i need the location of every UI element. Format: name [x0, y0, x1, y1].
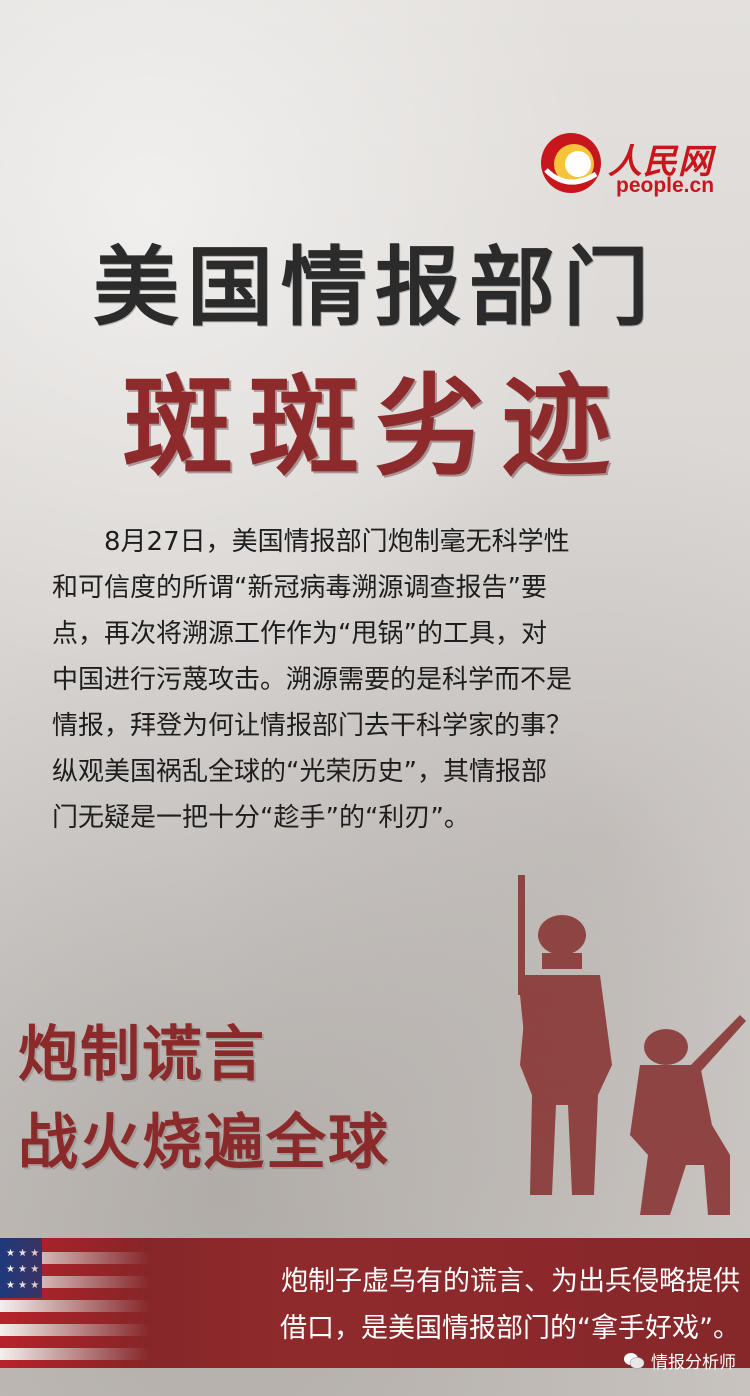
body-line: 纵观美国祸乱全球的“光荣历史”，其情报部: [52, 757, 547, 787]
watermark-text: 情报分析师: [651, 1353, 736, 1373]
banner-line-2: 借口，是美国情报部门的“拿手好戏”。: [280, 1313, 740, 1344]
body-line: 点，再次将溯源工作作为“甩锅”的工具，对: [52, 619, 547, 649]
svg-text:★ ★ ★: ★ ★ ★: [6, 1280, 39, 1291]
wechat-watermark: 情报分析师: [623, 1348, 736, 1373]
body-line: 情报，拜登为何让情报部门去干科学家的事？: [52, 711, 573, 741]
slogan-line-1: 炮制谎言: [18, 1020, 266, 1090]
body-line: 门无疑是一把十分“趁手”的“利刃”。: [52, 803, 470, 833]
body-line: 中国进行污蔑攻击。溯源需要的是科学而不是: [52, 665, 573, 695]
people-cn-logo: 人民网 people.cn: [538, 130, 728, 200]
logo-brand-en: people.cn: [616, 174, 715, 197]
people-daily-logo-icon: [541, 133, 601, 193]
page-title: 美国情报部门: [93, 238, 657, 338]
page-subtitle: 斑斑劣迹: [123, 363, 627, 491]
svg-text:★ ★ ★: ★ ★ ★: [6, 1248, 39, 1259]
banner-line-1: 炮制子虚乌有的谎言、为出兵侵略提供: [281, 1266, 740, 1297]
slogan-line-2: 战火烧遍全球: [18, 1108, 390, 1178]
logo-brand-cn: 人民网: [608, 142, 713, 182]
svg-text:★ ★ ★: ★ ★ ★: [6, 1264, 39, 1275]
body-line: 8月27日，美国情报部门炮制毫无科学性: [104, 527, 570, 557]
body-line: 和可信度的所谓“新冠病毒溯源调查报告”要: [52, 573, 547, 603]
body-paragraph: 8月27日，美国情报部门炮制毫无科学性 和可信度的所谓“新冠病毒溯源调查报告”要…: [52, 519, 702, 841]
soldiers-silhouette-icon: [518, 875, 746, 1215]
us-flag-icon: ★ ★ ★ ★ ★ ★ ★ ★ ★: [0, 1238, 150, 1368]
banner-text: 炮制子虚乌有的谎言、为出兵侵略提供 借口，是美国情报部门的“拿手好戏”。: [150, 1258, 740, 1352]
wechat-icon: [624, 1352, 645, 1369]
